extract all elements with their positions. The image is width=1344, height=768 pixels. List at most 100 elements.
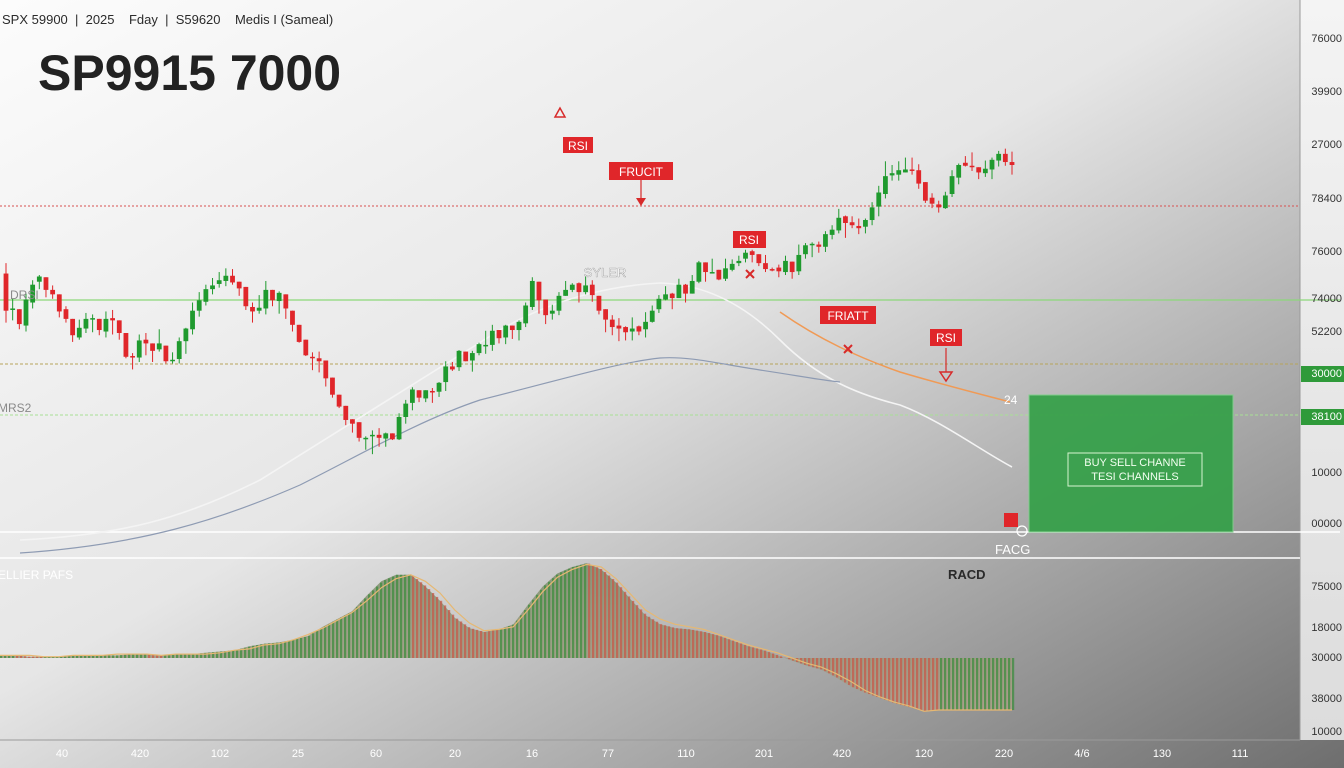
candle-body [783,260,788,273]
candle-body [70,318,76,336]
macd-bar [160,655,163,658]
candle-body [796,254,802,272]
macd-bar [908,658,911,708]
candle-body [583,285,589,293]
macd-bar [4,655,7,658]
macd-bar [240,648,243,658]
candle-body [916,170,922,184]
macd-bar [172,654,175,658]
macd-bar [832,658,835,676]
macd-bar [380,582,383,658]
fruct-tag [609,162,673,180]
macd-bar [396,574,399,658]
x-tick-label: 130 [1153,748,1171,760]
candle-body [396,416,402,440]
candle-body [616,325,622,329]
candle-body [716,269,722,280]
macd-bar [428,589,431,658]
macd-bar [696,630,699,658]
candle-body [563,289,569,296]
macd-bar [292,640,295,658]
macd-bar [536,594,539,658]
drsi-label: DRSI [10,288,39,302]
macd-bar [692,629,695,658]
x-tick-label: 77 [602,748,614,760]
candle-body [549,310,555,314]
macd-bar [300,638,303,658]
macd-bar [980,658,983,710]
macd-bar [712,634,715,658]
candle-body [243,286,249,307]
macd-bar [584,563,587,658]
candle-body [909,169,915,171]
price-tick-label: 78400 [1311,193,1342,205]
macd-bar [472,628,475,658]
macd-bar [880,658,883,699]
macd-bar [836,658,839,678]
candle-body [509,325,515,331]
macd-bar [984,658,987,710]
macd-bar [560,572,563,658]
macd-bar [216,651,219,658]
candle-body [956,165,962,178]
macd-bar [176,654,179,658]
candle-body [743,252,748,259]
candle-body [476,344,482,354]
macd-bar [192,653,195,658]
box-line1: BUY SELL CHANNE [1084,457,1185,469]
macd-bar [1012,658,1015,710]
macd-bar [972,658,975,710]
candle-body [469,353,475,361]
candle-body [30,284,36,303]
candle-body [223,275,229,281]
x-tick-label: 102 [211,748,229,760]
macd-bar [236,649,239,658]
macd-bar [544,585,547,658]
candle-body [709,272,715,274]
candle-body [323,360,329,379]
rsi-mid-tag [733,231,766,248]
macd-bar [728,639,731,658]
price-tick-label: 52200 [1311,326,1342,338]
candle-body [883,176,888,194]
macd-bar [868,658,871,695]
macd-bar [324,626,327,658]
macd-bar [672,627,675,658]
macd-bar [296,639,299,658]
candle-body [103,318,109,332]
label-24: 24 [1004,393,1018,407]
candle-body [609,319,615,328]
facg-label: FACG [995,542,1030,557]
macd-bar [180,654,183,658]
macd-bar [200,653,203,658]
macd-bar [968,658,971,710]
macd-bar [664,625,667,658]
macd-bar [512,624,515,658]
macd-bar [580,564,583,658]
macd-bar [96,655,99,658]
candle-body [336,394,342,407]
candle-body [656,298,662,310]
candle-body [823,234,828,247]
macd-bar [152,654,155,658]
x-tick-label: 60 [370,748,382,760]
macd-bar [548,581,551,658]
candle-body [703,262,708,273]
macd-bar [372,590,375,658]
macd-bar [56,656,59,658]
candle-body [16,309,22,325]
macd-bar [40,656,43,658]
macd-bar [468,627,471,658]
macd-bar [852,658,855,688]
price-tick-label: 27000 [1311,139,1342,151]
candle-body [296,324,302,342]
candle-body [669,293,675,299]
macd-bar [788,658,791,660]
macd-bar [104,655,107,658]
racd-label: RACD [948,567,986,582]
candle-body [736,260,742,264]
mrs-label: MRS2 [0,401,32,415]
macd-bar [792,658,795,661]
candle-body [63,309,69,319]
price-tick-label: 76000 [1311,33,1342,45]
